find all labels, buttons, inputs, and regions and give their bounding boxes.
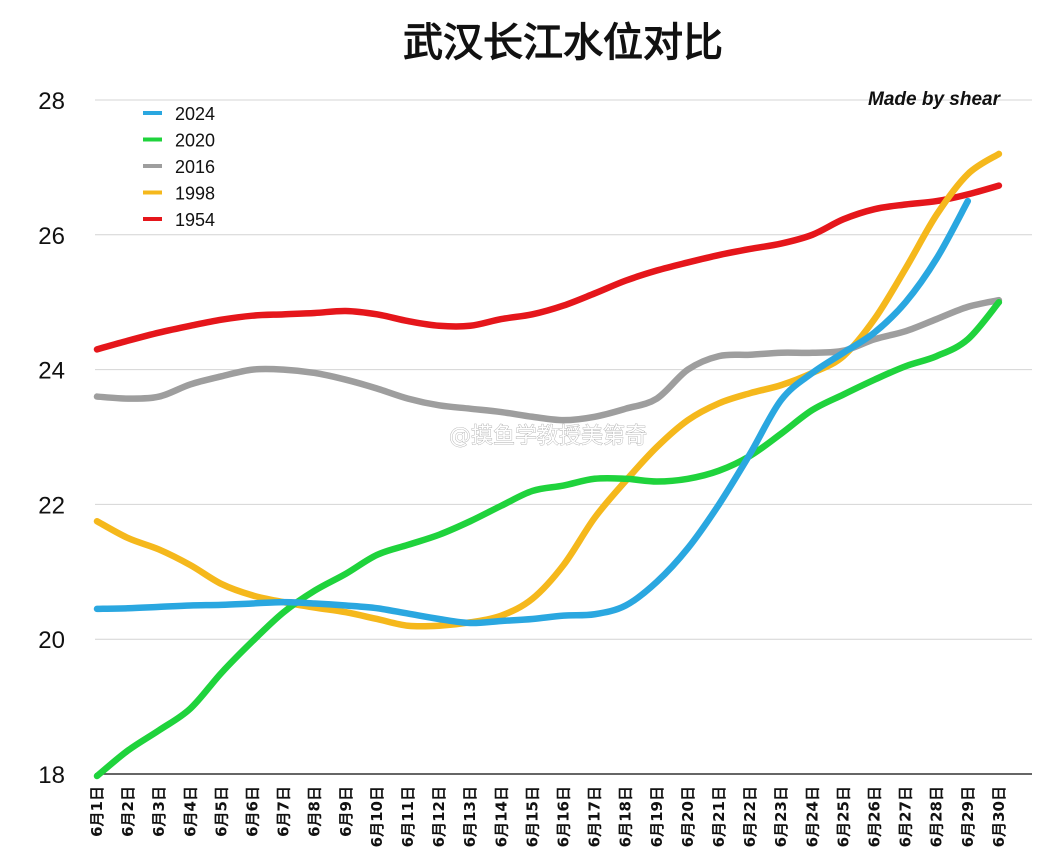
x-tick-label: 6月17日	[586, 786, 604, 847]
x-tick-label: 6月1日	[88, 786, 106, 837]
y-tick-label: 22	[38, 492, 65, 519]
legend-label-1954: 1954	[175, 210, 215, 230]
x-tick-label: 6月15日	[523, 786, 541, 847]
x-tick-label: 6月5日	[212, 786, 230, 837]
x-tick-label: 6月4日	[181, 786, 199, 837]
series-line-1998	[93, 150, 1003, 630]
watermark: @摸鱼学教授美第奇	[449, 424, 647, 449]
x-tick-label: 6月16日	[555, 786, 573, 847]
x-tick-label: 6月30日	[990, 786, 1008, 847]
x-tick-label: 6月12日	[430, 786, 448, 847]
x-tick-label: 6月14日	[492, 786, 510, 847]
x-tick-label: 6月29日	[959, 786, 977, 847]
y-tick-label: 18	[38, 762, 65, 789]
x-tick-label: 6月27日	[897, 786, 915, 847]
x-tick-label: 6月3日	[150, 786, 168, 837]
series-line-2024	[93, 197, 972, 627]
x-tick-label: 6月24日	[803, 786, 821, 847]
x-tick-label: 6月11日	[399, 786, 417, 847]
series-lines	[93, 150, 1003, 780]
x-tick-label: 6月2日	[119, 786, 137, 837]
x-tick-label: 6月22日	[741, 786, 759, 847]
chart-title: 武汉长江水位对比	[403, 20, 723, 66]
legend: 2024 2020 2016 1998 1954	[143, 104, 215, 230]
legend-label-1998: 1998	[175, 184, 215, 204]
x-tick-label: 6月9日	[337, 786, 355, 837]
x-tick-label: 6月21日	[710, 786, 728, 847]
legend-label-2016: 2016	[175, 157, 215, 177]
x-tick-label: 6月6日	[244, 786, 262, 837]
y-axis: 18 20 22 24 26 28	[38, 88, 65, 789]
x-tick-label: 6月18日	[617, 786, 635, 847]
y-tick-label: 28	[38, 88, 65, 115]
series-line-1954	[93, 182, 1003, 353]
x-tick-label: 6月7日	[275, 786, 293, 837]
y-tick-label: 20	[38, 627, 65, 654]
x-tick-label: 6月19日	[648, 786, 666, 847]
x-tick-label: 6月10日	[368, 786, 386, 847]
x-tick-label: 6月13日	[461, 786, 479, 847]
x-tick-label: 6月8日	[306, 786, 324, 837]
x-tick-label: 6月25日	[834, 786, 852, 847]
x-tick-label: 6月23日	[772, 786, 790, 847]
x-tick-label: 6月26日	[866, 786, 884, 847]
x-tick-label: 6月20日	[679, 786, 697, 847]
legend-label-2020: 2020	[175, 131, 215, 151]
legend-label-2024: 2024	[175, 104, 215, 124]
y-tick-label: 26	[38, 223, 65, 250]
series-line-2020	[93, 298, 1003, 780]
y-tick-label: 24	[38, 358, 65, 385]
author-annotation: Made by shear	[868, 89, 1002, 110]
x-axis: 6月1日 6月2日 6月3日 6月4日 6月5日 6月6日 6月7日 6月8日 6月9日 6月10…	[88, 786, 1008, 847]
x-tick-label: 6月28日	[928, 786, 946, 847]
